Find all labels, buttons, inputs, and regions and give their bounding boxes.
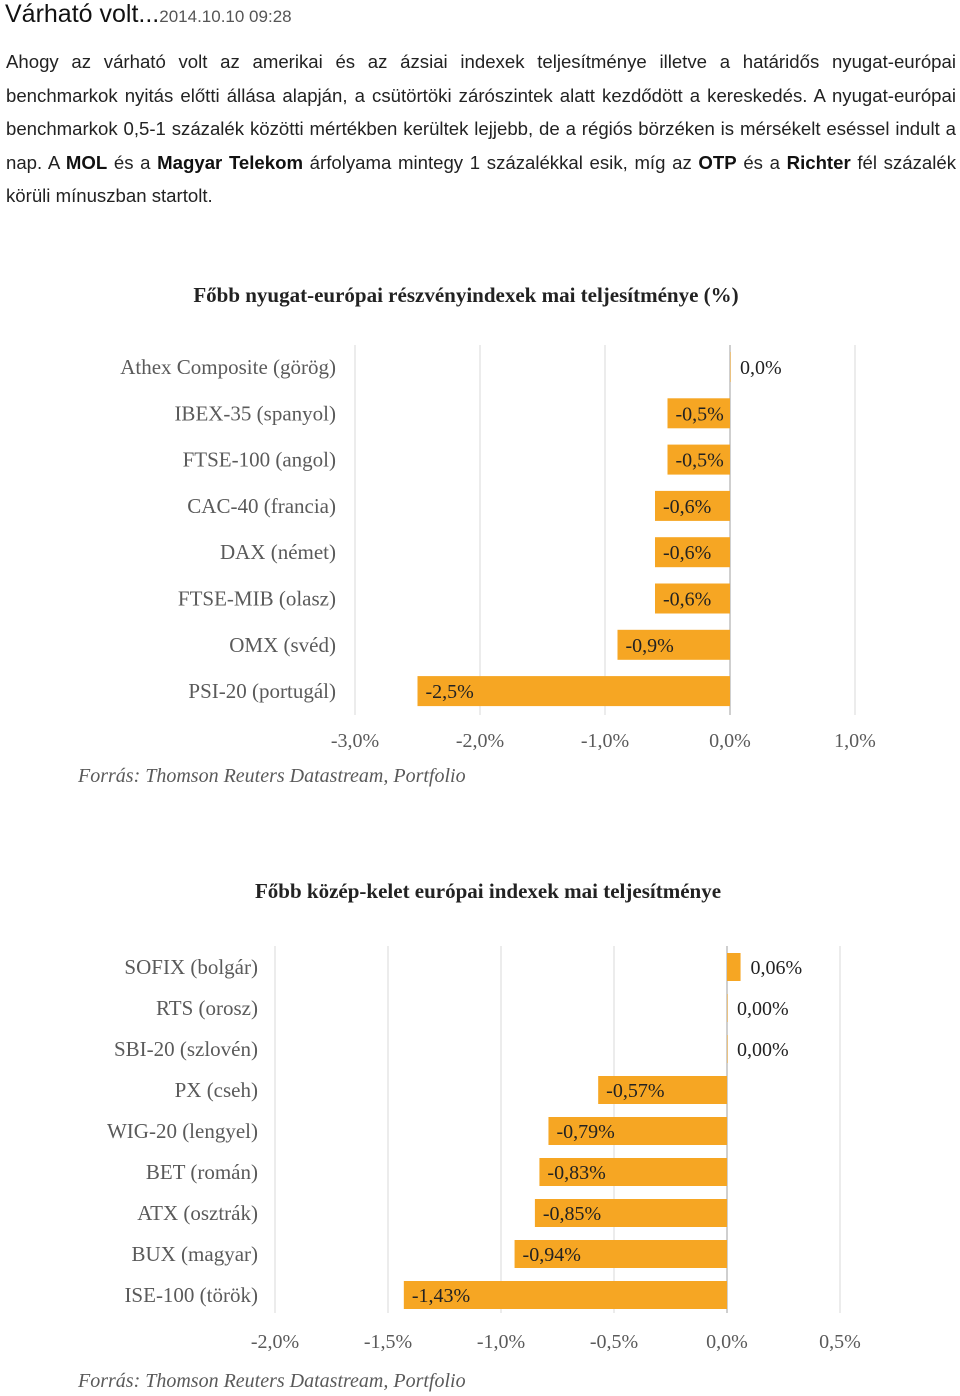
- article-paragraph: Ahogy az várható volt az amerikai és az …: [6, 45, 956, 213]
- bar: [403, 1281, 727, 1309]
- bar: [548, 1117, 727, 1145]
- category-label: FTSE-100 (angol): [183, 448, 336, 472]
- bar: [730, 352, 731, 382]
- data-label: -0,94%: [523, 1244, 581, 1266]
- tick-label: -1,5%: [364, 1331, 412, 1353]
- page-title: Várható volt...2014.10.10 09:28: [5, 0, 292, 29]
- data-label: -0,83%: [547, 1162, 605, 1184]
- category-label: Athex Composite (görög): [120, 355, 336, 379]
- category-label: SBI-20 (szlovén): [114, 1037, 258, 1061]
- bar: [417, 676, 730, 707]
- category-label: ISE-100 (török): [124, 1283, 258, 1307]
- cee-index-chart: Főbb közép-kelet európai indexek mai tel…: [77, 879, 861, 1392]
- timestamp: 2014.10.10 09:28: [159, 7, 292, 26]
- category-label: DAX (német): [220, 540, 336, 564]
- data-label: -0,5%: [676, 403, 724, 425]
- category-label: BUX (magyar): [131, 1242, 258, 1266]
- data-label: -0,6%: [663, 542, 711, 564]
- bar: [598, 1076, 727, 1104]
- data-label: -0,57%: [606, 1080, 664, 1102]
- category-label: IBEX-35 (spanyol): [174, 401, 336, 425]
- bar: [667, 444, 730, 475]
- category-label: RTS (orosz): [156, 996, 258, 1020]
- category-label: FTSE-MIB (olasz): [178, 587, 336, 611]
- data-label: -0,6%: [663, 589, 711, 611]
- west-europe-index-chart: Főbb nyugat-európai részvényindexek mai …: [77, 283, 876, 787]
- tick-label: -1,0%: [581, 730, 629, 752]
- data-label: -1,43%: [412, 1285, 470, 1307]
- category-label: ATX (osztrák): [137, 1201, 258, 1225]
- company-name: Richter: [786, 151, 851, 173]
- bar: [534, 1199, 727, 1227]
- category-label: BET (román): [146, 1160, 258, 1184]
- text-run: Ahogy az várható volt az amerikai és az …: [6, 51, 956, 173]
- data-label: 0,00%: [737, 998, 789, 1020]
- bar: [727, 994, 728, 1022]
- bar: [539, 1158, 727, 1186]
- data-label: -0,79%: [556, 1121, 614, 1143]
- text-run: fél százalék körüli mínuszban startolt.: [6, 151, 957, 207]
- source-note: Forrás: Thomson Reuters Datastream, Port…: [77, 765, 466, 787]
- category-label: PSI-20 (portugál): [188, 679, 336, 703]
- bar: [655, 537, 730, 568]
- bar: [655, 490, 730, 521]
- data-label: -0,9%: [626, 635, 674, 657]
- tick-label: -1,0%: [477, 1331, 525, 1353]
- text-run: árfolyama mintegy 1 százalékkal esik, mí…: [303, 151, 699, 173]
- category-label: SOFIX (bolgár): [124, 955, 258, 979]
- data-label: -2,5%: [426, 681, 474, 703]
- data-label: 0,00%: [737, 1039, 789, 1061]
- bar: [617, 629, 730, 660]
- tick-label: -2,0%: [456, 730, 504, 752]
- data-label: -0,5%: [676, 450, 724, 472]
- data-label: -0,85%: [543, 1203, 601, 1225]
- bar: [727, 1035, 728, 1063]
- text-run: és a: [736, 151, 787, 173]
- tick-label: 0,5%: [819, 1331, 861, 1353]
- chart-title: Főbb nyugat-európai részvényindexek mai …: [193, 283, 738, 307]
- data-label: 0,06%: [751, 957, 803, 979]
- bar: [514, 1240, 727, 1268]
- data-label: 0,0%: [740, 357, 782, 379]
- company-name: MOL: [65, 151, 108, 173]
- bar: [667, 398, 730, 429]
- chart-title: Főbb közép-kelet európai indexek mai tel…: [255, 879, 721, 903]
- company-name: OTP: [698, 151, 737, 173]
- tick-label: 0,0%: [706, 1331, 748, 1353]
- tick-label: 0,0%: [709, 730, 751, 752]
- tick-label: -3,0%: [331, 730, 379, 752]
- tick-label: 1,0%: [834, 730, 876, 752]
- bar: [655, 583, 730, 614]
- tick-label: -2,0%: [251, 1331, 299, 1353]
- category-label: CAC-40 (francia): [187, 494, 336, 518]
- source-note: Forrás: Thomson Reuters Datastream, Port…: [77, 1370, 466, 1392]
- category-label: WIG-20 (lengyel): [107, 1119, 258, 1143]
- company-name: Magyar Telekom: [157, 151, 304, 173]
- title-text: Várható volt...: [5, 0, 160, 28]
- text-run: és a: [107, 151, 158, 173]
- category-label: PX (cseh): [175, 1078, 258, 1102]
- bar: [727, 953, 741, 981]
- data-label: -0,6%: [663, 496, 711, 518]
- tick-label: -0,5%: [590, 1331, 638, 1353]
- category-label: OMX (svéd): [229, 633, 336, 657]
